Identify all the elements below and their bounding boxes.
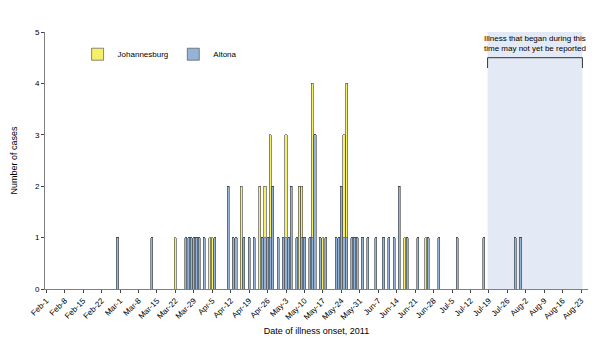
svg-text:Aug-23: Aug-23 xyxy=(561,296,586,321)
svg-text:1: 1 xyxy=(35,233,40,242)
svg-text:Date of illness onset, 2011: Date of illness onset, 2011 xyxy=(264,326,369,336)
svg-text:Mar-15: Mar-15 xyxy=(137,296,162,321)
svg-text:5: 5 xyxy=(35,28,40,37)
svg-text:Jul-19: Jul-19 xyxy=(471,296,493,318)
svg-text:Jun-14: Jun-14 xyxy=(377,296,401,320)
svg-text:May-24: May-24 xyxy=(320,296,346,322)
svg-text:Feb-15: Feb-15 xyxy=(63,296,88,321)
svg-text:0: 0 xyxy=(35,285,40,294)
svg-text:Feb-8: Feb-8 xyxy=(48,296,70,318)
svg-text:Aug-16: Aug-16 xyxy=(542,296,567,321)
svg-text:2: 2 xyxy=(35,182,40,191)
svg-text:4: 4 xyxy=(35,79,40,88)
svg-text:Aug-2: Aug-2 xyxy=(509,296,531,318)
svg-text:Jun-21: Jun-21 xyxy=(396,296,420,320)
svg-text:Jul-26: Jul-26 xyxy=(490,296,512,318)
svg-text:Apr-26: Apr-26 xyxy=(249,296,273,320)
svg-text:May-31: May-31 xyxy=(339,296,365,322)
svg-text:Apr-19: Apr-19 xyxy=(230,296,254,320)
svg-text:Mar-29: Mar-29 xyxy=(174,296,199,321)
svg-text:Mar-22: Mar-22 xyxy=(155,296,180,321)
svg-text:Altona: Altona xyxy=(213,50,236,59)
svg-text:Illness that began during this: Illness that began during thistime may n… xyxy=(484,34,586,53)
svg-text:Mar-1: Mar-1 xyxy=(103,296,125,318)
svg-text:Feb-1: Feb-1 xyxy=(29,296,51,318)
svg-text:Mar-8: Mar-8 xyxy=(122,296,144,318)
svg-text:Johannesburg: Johannesburg xyxy=(118,50,169,59)
svg-text:Apr-12: Apr-12 xyxy=(212,296,236,320)
svg-text:Jul-5: Jul-5 xyxy=(438,296,457,315)
svg-text:Number of cases: Number of cases xyxy=(9,126,19,195)
svg-text:Jun-7: Jun-7 xyxy=(362,296,383,317)
svg-text:3: 3 xyxy=(35,131,40,140)
svg-text:Apr-5: Apr-5 xyxy=(196,296,217,317)
svg-text:May-10: May-10 xyxy=(283,296,309,322)
svg-text:Aug-9: Aug-9 xyxy=(527,296,549,318)
svg-text:May-17: May-17 xyxy=(302,296,328,322)
svg-text:May-3: May-3 xyxy=(268,296,290,318)
svg-text:Feb-22: Feb-22 xyxy=(82,296,107,321)
svg-text:Jun-28: Jun-28 xyxy=(414,296,438,320)
svg-text:Jul-12: Jul-12 xyxy=(453,296,475,318)
